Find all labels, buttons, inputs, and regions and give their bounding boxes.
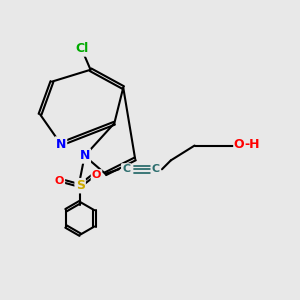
Text: C: C — [122, 164, 130, 174]
Text: N: N — [56, 138, 66, 151]
Text: C: C — [152, 164, 160, 174]
Text: O: O — [92, 170, 101, 180]
Text: Cl: Cl — [75, 42, 88, 56]
Text: -H: -H — [245, 138, 260, 151]
Text: N: N — [80, 149, 90, 162]
Text: O: O — [55, 176, 64, 186]
Text: O: O — [234, 138, 244, 151]
Text: S: S — [76, 179, 85, 192]
